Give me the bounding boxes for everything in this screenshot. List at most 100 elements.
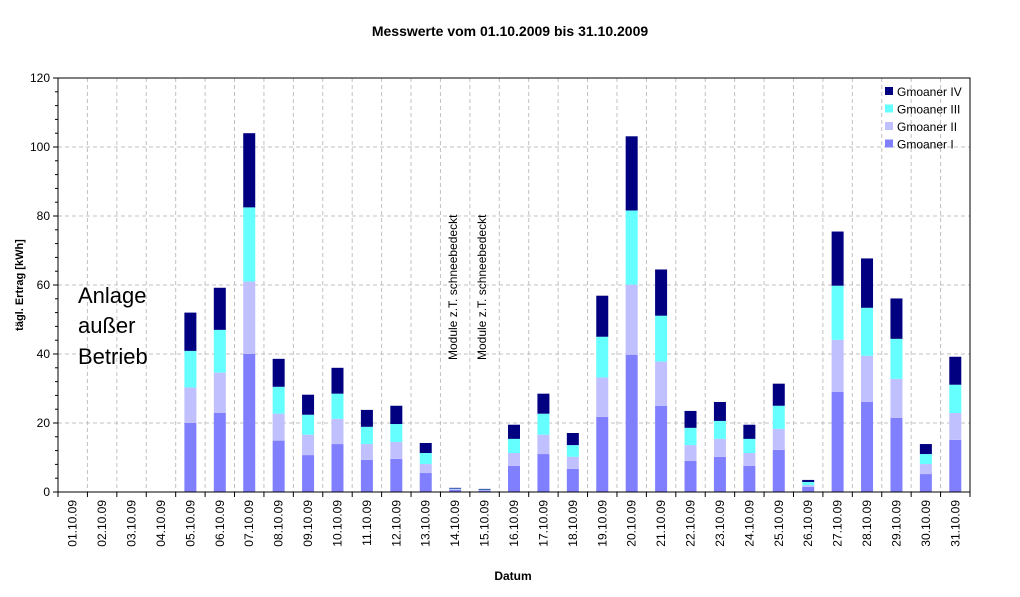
bar-segment-gmoaner-iv <box>273 359 285 387</box>
bar-segment-gmoaner-i <box>243 354 255 492</box>
bar-segment-gmoaner-iii <box>655 316 667 362</box>
bar-segment-gmoaner-iii <box>508 439 520 453</box>
chart-title: Messwerte vom 01.10.2009 bis 31.10.2009 <box>372 23 649 39</box>
x-tick-label: 25.10.09 <box>772 500 786 547</box>
bar-segment-gmoaner-i <box>685 461 697 492</box>
x-tick-label: 26.10.09 <box>801 500 815 547</box>
bar-segment-gmoaner-iv <box>802 480 814 482</box>
bar-segment-gmoaner-i <box>214 413 226 492</box>
bar-segment-gmoaner-ii <box>861 356 873 402</box>
x-tick-label: 24.10.09 <box>742 500 756 547</box>
y-tick-label: 60 <box>37 278 51 292</box>
bar-segment-gmoaner-ii <box>802 485 814 487</box>
bar-segment-gmoaner-ii <box>773 429 785 450</box>
bar-segment-gmoaner-i <box>832 392 844 492</box>
bar-segment-gmoaner-i <box>567 469 579 492</box>
annotation-out-of-service: Anlage außer Betrieb <box>78 283 148 369</box>
x-tick-label: 01.10.09 <box>66 500 80 547</box>
bar-segment-gmoaner-iii <box>743 439 755 453</box>
x-tick-label: 23.10.09 <box>713 500 727 547</box>
bar-segment-gmoaner-iv <box>890 298 902 338</box>
x-tick-label: 27.10.09 <box>831 500 845 547</box>
bar-segment-gmoaner-ii <box>714 439 726 457</box>
legend-swatch <box>885 122 893 130</box>
legend-label: Gmoaner I <box>897 138 954 152</box>
bar-segment-gmoaner-i <box>537 454 549 492</box>
y-tick-label: 80 <box>37 209 51 223</box>
x-tick-label: 08.10.09 <box>272 500 286 547</box>
bar-segment-gmoaner-i <box>861 402 873 492</box>
bar-segment-gmoaner-ii <box>420 464 432 473</box>
y-tick-label: 0 <box>43 485 50 499</box>
x-tick-label: 19.10.09 <box>595 500 609 547</box>
bar-segment-gmoaner-ii <box>361 444 373 460</box>
bar-segment-gmoaner-i <box>508 466 520 492</box>
bar-segment-gmoaner-ii <box>479 490 491 491</box>
bar-segment-gmoaner-iv <box>714 402 726 421</box>
bar-segment-gmoaner-ii <box>273 414 285 441</box>
bar-segment-gmoaner-iii <box>685 428 697 445</box>
bar-segment-gmoaner-ii <box>214 373 226 413</box>
bar-segment-gmoaner-iv <box>302 395 314 415</box>
x-tick-label: 06.10.09 <box>213 500 227 547</box>
x-tick-label: 11.10.09 <box>360 500 374 546</box>
bar-segment-gmoaner-i <box>626 355 638 492</box>
x-tick-label: 12.10.09 <box>389 500 403 547</box>
annotation-line: Anlage <box>78 283 147 308</box>
bar-segment-gmoaner-ii <box>390 442 402 459</box>
bar-segment-gmoaner-i <box>302 455 314 492</box>
bar-segment-gmoaner-iv <box>508 425 520 439</box>
annotation-snow-14: Module z.T. schneebedeckt <box>446 214 460 360</box>
bar-segment-gmoaner-iv <box>596 296 608 337</box>
bars <box>184 133 961 492</box>
bar-segment-gmoaner-i <box>655 406 667 492</box>
legend-swatch <box>885 140 893 148</box>
bar-segment-gmoaner-iii <box>861 308 873 356</box>
bar-segment-gmoaner-iii <box>243 207 255 281</box>
bar-segment-gmoaner-iv <box>949 357 961 385</box>
bar-segment-gmoaner-iv <box>685 411 697 428</box>
bar-segment-gmoaner-ii <box>567 457 579 469</box>
x-tick-label: 03.10.09 <box>125 500 139 547</box>
x-tick-label: 29.10.09 <box>889 500 903 547</box>
bar-segment-gmoaner-ii <box>626 285 638 355</box>
y-tick-label: 120 <box>30 71 50 85</box>
bar-segment-gmoaner-i <box>596 417 608 492</box>
bar-segment-gmoaner-iv <box>626 136 638 210</box>
bar-segment-gmoaner-i <box>802 487 814 492</box>
bar-segment-gmoaner-iii <box>890 339 902 379</box>
legend-label: Gmoaner II <box>897 120 957 134</box>
bar-segment-gmoaner-iv <box>743 425 755 439</box>
bar-segment-gmoaner-iii <box>537 414 549 435</box>
x-tick-label: 15.10.09 <box>478 500 492 547</box>
bar-segment-gmoaner-i <box>331 444 343 492</box>
x-tick-label: 18.10.09 <box>566 500 580 547</box>
bar-segment-gmoaner-iv <box>390 406 402 424</box>
bar-segment-gmoaner-ii <box>449 489 461 490</box>
bar-segment-gmoaner-iv <box>832 232 844 286</box>
bar-segment-gmoaner-iii <box>184 351 196 388</box>
bar-segment-gmoaner-iv <box>655 269 667 315</box>
bar-segment-gmoaner-i <box>920 474 932 492</box>
bar-segment-gmoaner-i <box>949 440 961 492</box>
x-tick-label: 02.10.09 <box>95 500 109 547</box>
bar-segment-gmoaner-ii <box>596 377 608 416</box>
x-tick-label: 21.10.09 <box>654 500 668 547</box>
bar-segment-gmoaner-iii <box>420 453 432 464</box>
y-tick-label: 20 <box>37 416 51 430</box>
bar-segment-gmoaner-iii <box>273 387 285 414</box>
x-tick-label: 07.10.09 <box>242 500 256 547</box>
bar-segment-gmoaner-ii <box>302 435 314 455</box>
bar-segment-gmoaner-iii <box>390 424 402 442</box>
x-tick-label: 16.10.09 <box>507 500 521 547</box>
x-tick-label: 22.10.09 <box>684 500 698 547</box>
bar-segment-gmoaner-iii <box>714 421 726 439</box>
bar-segment-gmoaner-iv <box>537 394 549 414</box>
x-tick-label: 30.10.09 <box>919 500 933 547</box>
bar-segment-gmoaner-ii <box>537 435 549 454</box>
x-tick-label: 14.10.09 <box>448 500 462 547</box>
bar-segment-gmoaner-iii <box>802 482 814 485</box>
bar-segment-gmoaner-iv <box>479 489 491 490</box>
bar-segment-gmoaner-iv <box>214 288 226 330</box>
